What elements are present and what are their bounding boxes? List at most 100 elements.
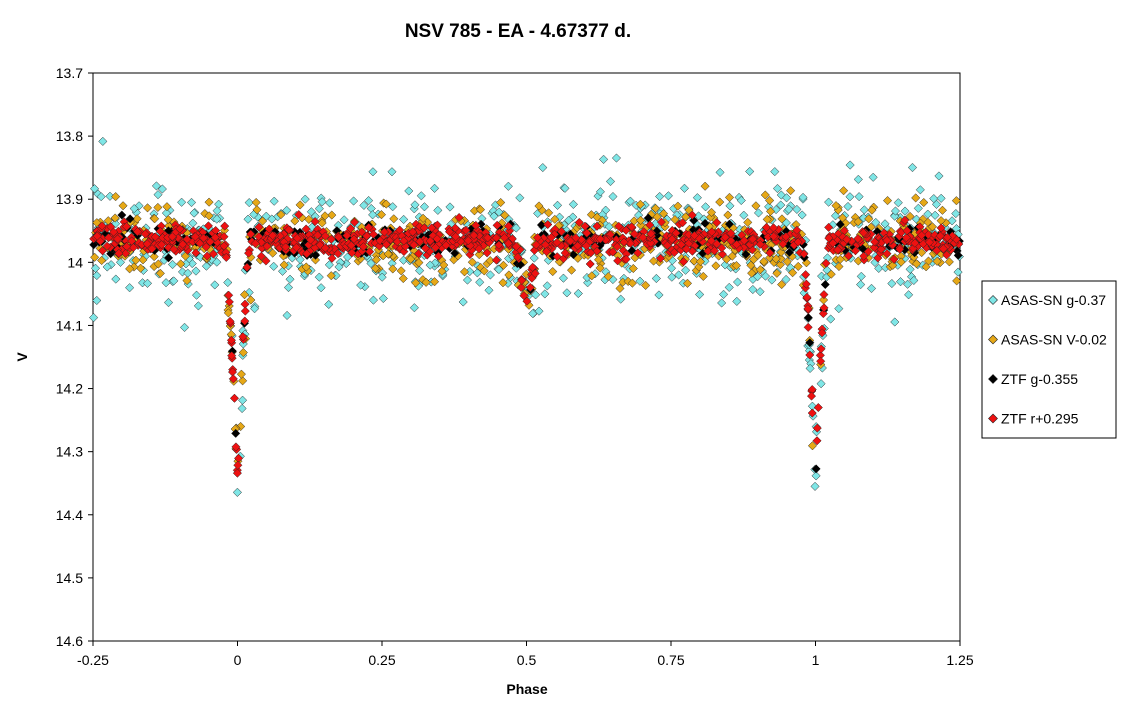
- data-point: [548, 267, 558, 277]
- data-point: [594, 255, 604, 265]
- data-point: [628, 263, 638, 274]
- data-point: [342, 230, 352, 241]
- data-point: [232, 468, 242, 478]
- data-point: [745, 166, 755, 177]
- data-point: [761, 222, 772, 232]
- data-point: [755, 287, 765, 297]
- data-point: [404, 186, 414, 196]
- data-point: [112, 234, 123, 244]
- data-point: [471, 220, 481, 230]
- data-point: [908, 243, 918, 253]
- data-point: [819, 289, 829, 300]
- data-point: [109, 227, 119, 237]
- data-point: [866, 283, 877, 294]
- data-point: [379, 227, 389, 237]
- data-point: [927, 222, 937, 232]
- data-point: [219, 232, 229, 242]
- data-point: [327, 210, 337, 220]
- data-point: [583, 278, 593, 288]
- data-point: [797, 210, 807, 220]
- data-point: [368, 229, 379, 239]
- data-point: [368, 167, 378, 177]
- data-point: [913, 203, 923, 213]
- data-point: [556, 226, 566, 237]
- data-point: [687, 210, 697, 220]
- data-point: [347, 248, 357, 258]
- data-point: [824, 197, 834, 207]
- data-point: [692, 193, 702, 203]
- data-point: [807, 408, 817, 418]
- data-point: [357, 227, 367, 237]
- data-point: [935, 231, 945, 241]
- series-3: [89, 210, 964, 478]
- data-point: [317, 197, 327, 207]
- data-point: [608, 247, 618, 257]
- data-point: [901, 233, 911, 243]
- data-point: [461, 225, 471, 235]
- data-point: [327, 253, 337, 263]
- data-point: [269, 261, 279, 271]
- data-point: [320, 243, 330, 253]
- data-point: [163, 297, 174, 308]
- data-point: [316, 283, 326, 293]
- data-point: [220, 221, 230, 231]
- data-point: [777, 214, 787, 224]
- data-point: [566, 265, 577, 275]
- data-point: [368, 210, 378, 220]
- data-point: [812, 436, 822, 446]
- data-point: [552, 237, 562, 248]
- data-point: [494, 265, 504, 275]
- data-point: [503, 181, 513, 191]
- data-point: [854, 192, 864, 202]
- data-point: [778, 239, 788, 249]
- data-point: [760, 190, 770, 200]
- data-point: [805, 338, 815, 348]
- data-point: [419, 223, 429, 233]
- data-point: [670, 215, 680, 225]
- data-point: [264, 224, 274, 234]
- plot-area: [92, 72, 961, 642]
- data-point: [89, 313, 99, 323]
- data-point: [803, 322, 813, 332]
- data-point: [720, 260, 730, 270]
- data-point: [802, 292, 812, 302]
- data-point: [498, 260, 508, 270]
- data-point: [138, 255, 148, 265]
- data-point: [689, 215, 699, 225]
- data-point: [302, 249, 312, 259]
- data-point: [765, 195, 775, 206]
- data-point: [102, 262, 112, 272]
- data-point: [356, 280, 366, 290]
- data-point: [349, 234, 359, 244]
- data-point: [843, 201, 853, 212]
- data-point: [679, 257, 689, 267]
- data-point: [346, 240, 356, 250]
- data-point: [917, 248, 927, 258]
- data-point: [203, 221, 213, 231]
- data-point: [414, 249, 424, 259]
- data-point: [835, 219, 845, 229]
- data-point: [915, 185, 925, 195]
- data-point: [229, 393, 239, 403]
- data-point: [180, 322, 190, 332]
- data-point: [110, 213, 120, 223]
- data-point: [204, 197, 214, 207]
- data-point: [951, 196, 961, 206]
- data-point: [177, 197, 187, 207]
- data-point: [525, 282, 535, 292]
- data-point: [627, 278, 637, 288]
- data-point: [947, 231, 957, 241]
- data-point: [104, 233, 114, 243]
- data-point: [239, 290, 250, 300]
- data-point: [853, 217, 863, 227]
- data-point: [748, 284, 758, 295]
- data-point: [681, 265, 691, 275]
- data-point: [743, 217, 753, 227]
- y-tick-label: 14.3: [56, 444, 83, 460]
- data-point: [420, 243, 430, 253]
- data-point: [799, 249, 809, 259]
- data-point: [784, 204, 794, 214]
- data-point: [117, 210, 127, 220]
- data-point: [831, 201, 841, 211]
